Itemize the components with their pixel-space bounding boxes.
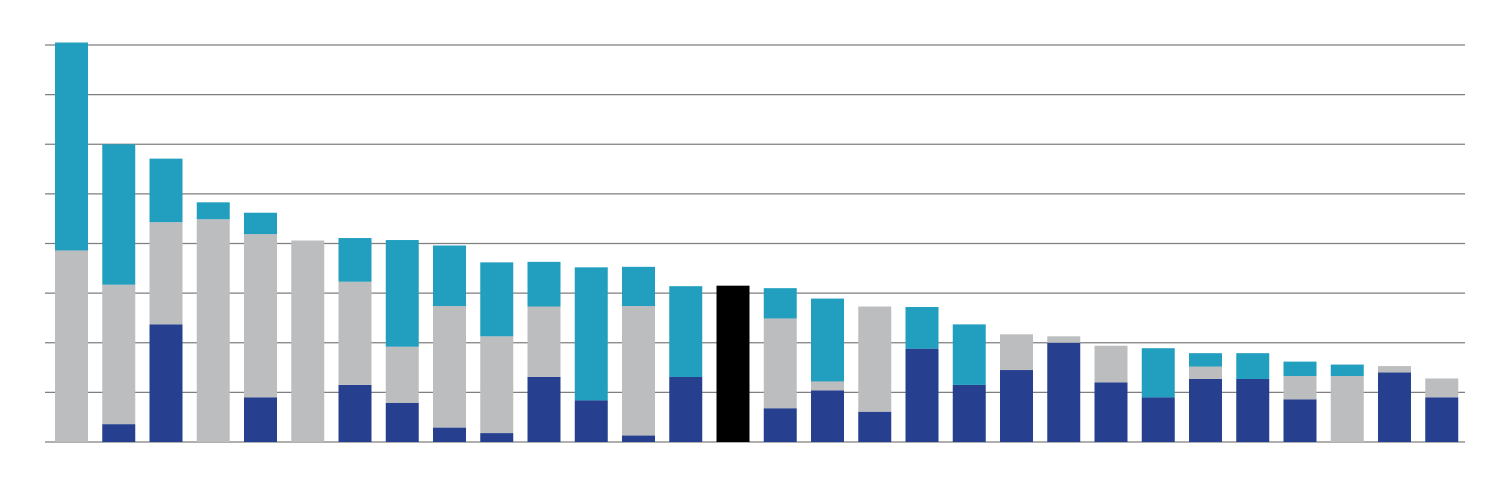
bar-segment: [1236, 378, 1270, 442]
bar-segment: [1330, 376, 1364, 442]
bar-segment: [1094, 345, 1128, 383]
bar-segment: [763, 408, 797, 442]
bar-segment: [1283, 361, 1317, 376]
bar-segment: [149, 222, 183, 325]
bar-segment: [196, 219, 230, 442]
bar-segment: [1000, 370, 1033, 442]
bar-segment: [338, 384, 372, 442]
bar-segment: [1047, 342, 1081, 442]
bar-segment: [811, 298, 844, 382]
bar-segment: [1141, 397, 1175, 442]
bar-segment: [433, 306, 466, 428]
bar-segment: [149, 158, 183, 223]
bar-segment: [244, 212, 277, 235]
bar-segment: [480, 262, 514, 337]
bar-segment: [1141, 348, 1175, 398]
bar-segment: [102, 144, 136, 285]
bar-segment: [1283, 376, 1317, 400]
bar-segment: [716, 285, 750, 442]
bar-segment: [1236, 353, 1270, 379]
bar-segment: [385, 240, 419, 347]
bar-segment: [858, 306, 892, 412]
bar-segment: [149, 324, 183, 442]
bar-segment: [527, 306, 561, 377]
bar-segment: [385, 346, 419, 403]
bar-segment: [1378, 366, 1411, 373]
bar-segment: [622, 266, 655, 307]
bar-segment: [952, 384, 986, 442]
bar-segment: [669, 286, 703, 377]
bar-series: [55, 42, 1459, 442]
bar-segment: [338, 238, 372, 282]
bar-segment: [905, 307, 939, 349]
bar-segment: [102, 424, 136, 442]
bar-segment: [811, 381, 844, 391]
bar-segment: [244, 397, 277, 442]
bar-segment: [527, 261, 561, 307]
bar-segment: [1189, 366, 1222, 379]
bar-segment: [1378, 372, 1411, 442]
bar-segment: [527, 376, 561, 442]
bar-segment: [669, 376, 703, 442]
bar-segment: [622, 306, 655, 436]
bar-segment: [196, 202, 230, 220]
bar-segment: [1189, 353, 1222, 367]
bar-segment: [811, 390, 844, 442]
bar-segment: [952, 324, 986, 385]
bar-segment: [291, 240, 325, 442]
bar-segment: [1047, 336, 1081, 343]
bar-segment: [1189, 378, 1222, 442]
bar-segment: [1094, 382, 1128, 442]
bar-segment: [622, 435, 655, 442]
bar-segment: [1000, 334, 1033, 371]
bar-segment: [574, 267, 608, 401]
bar-segment: [55, 42, 88, 251]
bar-segment: [574, 400, 608, 442]
bar-segment: [1425, 378, 1459, 398]
bar-segment: [905, 348, 939, 442]
bar-segment: [338, 281, 372, 385]
bar-segment: [385, 402, 419, 442]
bar-segment: [55, 250, 88, 442]
bar-segment: [763, 288, 797, 319]
bar-segment: [1283, 399, 1317, 442]
bar-segment: [1425, 397, 1459, 442]
gridlines: [45, 44, 1465, 443]
bar-segment: [433, 245, 466, 307]
bar-segment: [480, 336, 514, 434]
bar-segment: [858, 411, 892, 442]
bar-segment: [433, 427, 466, 442]
bar-segment: [480, 433, 514, 442]
bar-segment: [102, 284, 136, 425]
bar-segment: [244, 234, 277, 398]
bar-segment: [1330, 364, 1364, 376]
bar-segment: [763, 318, 797, 409]
